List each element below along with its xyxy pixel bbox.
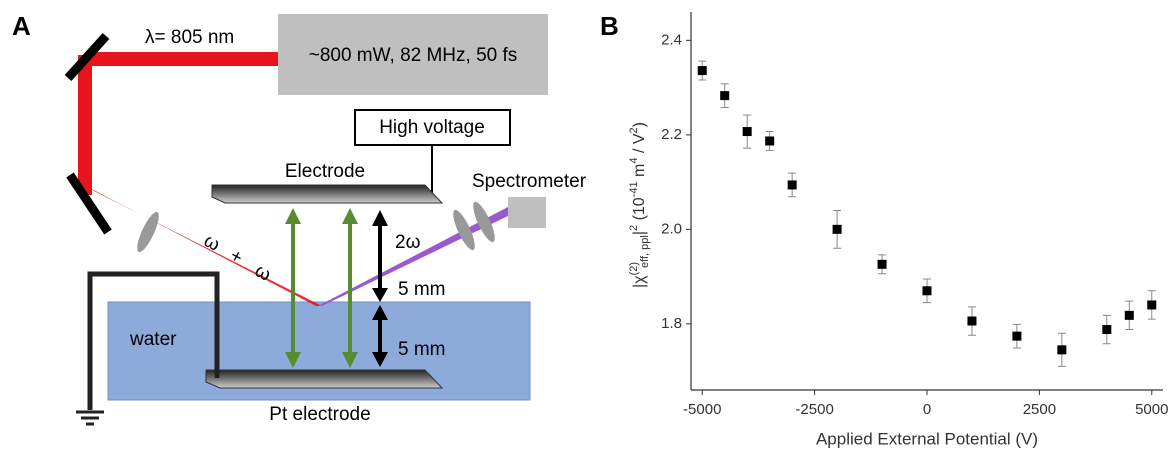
y-tick-label: 2.0 (661, 220, 682, 237)
gap-label: 5 mm (398, 339, 446, 360)
y-label-part: 4 (628, 157, 640, 163)
point (787, 180, 797, 190)
point (967, 316, 977, 326)
ground-wire (87, 271, 220, 410)
electrode (211, 184, 444, 204)
gap-arrows (372, 210, 388, 367)
y-label-part: | (631, 231, 648, 235)
electrode-label: Electrode (285, 161, 365, 182)
y-axis-label: |χ(2)eff, ppl|2 (10-41 m4 / V2) (628, 122, 651, 288)
y-label-part: 2 (628, 127, 640, 133)
point (922, 286, 932, 296)
point (832, 224, 842, 234)
beam (78, 55, 92, 195)
point (697, 66, 707, 76)
y-tick-label: 2.4 (661, 31, 682, 48)
omega: ω (200, 230, 223, 256)
shg-label: 2ω (395, 232, 421, 253)
lens (137, 211, 159, 253)
mirror (64, 32, 110, 82)
x-tick-label: -2500 (795, 401, 833, 418)
pt-electrode (205, 369, 444, 389)
y-label-part: / V (631, 133, 648, 157)
point (742, 127, 752, 137)
x-tick-label: 5000 (1135, 401, 1168, 418)
panel-b: B Applied External Potential (V) |χ(2)ef… (600, 11, 1168, 449)
panel-a: A ~800 mW, 82 MHz, 50 fs λ= 805 nm ω + ω… (12, 11, 587, 426)
beam (85, 52, 278, 66)
point (1012, 331, 1022, 341)
water-label: water (129, 329, 177, 350)
y-label-part: |χ (631, 275, 648, 288)
laser-box (278, 14, 548, 95)
spectrometer-label: Spectrometer (472, 171, 587, 192)
point (1124, 310, 1134, 320)
pt-label: Pt electrode (269, 404, 370, 425)
point (765, 136, 775, 146)
y-tick-label: 1.8 (661, 315, 682, 332)
ground-symbol (76, 410, 104, 426)
y-tick-label: 2.2 (661, 126, 682, 143)
y-label-part: (10 (631, 197, 648, 225)
x-axis-label: Applied External Potential (V) (816, 429, 1038, 448)
panel-letter: B (600, 11, 619, 41)
point (1102, 325, 1112, 335)
mirror (66, 172, 112, 235)
point (720, 91, 730, 101)
y-label-part: 2 (628, 225, 640, 231)
y-label-part: -41 (628, 181, 640, 197)
wavelength: λ= 805 nm (145, 27, 234, 48)
y-label-part: ) (631, 122, 648, 127)
y-label-part: eff, ppl (639, 235, 651, 268)
laser-label: ~800 mW, 82 MHz, 50 fs (309, 45, 518, 66)
point (1147, 300, 1157, 310)
panel-letter: A (12, 11, 31, 41)
hv-label: High voltage (379, 117, 485, 138)
spectrometer-box (508, 197, 546, 228)
y-label-part: (2) (628, 262, 640, 275)
x-tick-label: 2500 (1023, 401, 1056, 418)
y-label-part: m (631, 164, 648, 182)
point (1057, 345, 1067, 355)
lens (473, 201, 495, 243)
point (877, 259, 887, 269)
green-arrows (285, 208, 358, 368)
plus: + (226, 245, 246, 269)
x-tick-label: -5000 (683, 401, 721, 418)
gap-label: 5 mm (398, 279, 446, 300)
lens (453, 209, 475, 251)
x-tick-label: 0 (923, 401, 931, 418)
